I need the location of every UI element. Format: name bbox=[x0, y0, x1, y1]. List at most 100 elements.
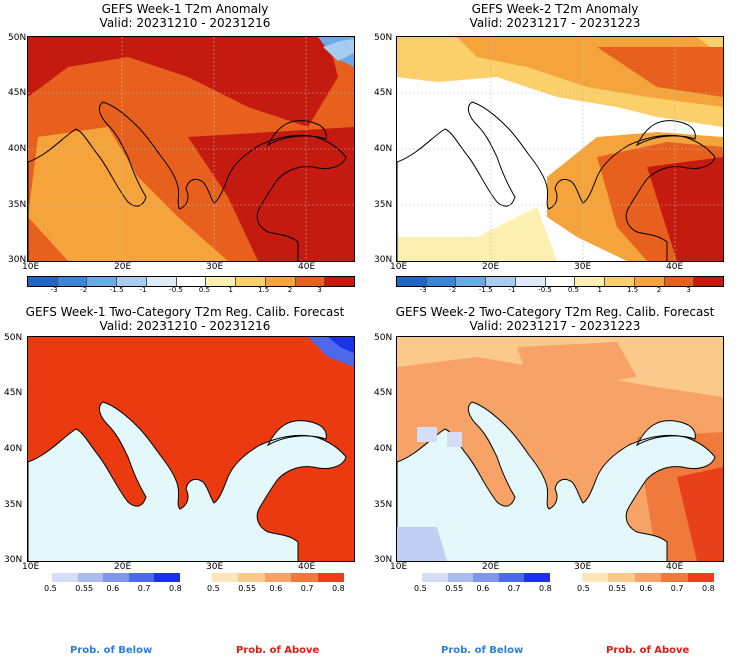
colorbar-tick: 3 bbox=[317, 286, 322, 294]
prob-tick: 0.55 bbox=[608, 584, 627, 593]
lon-label: 30E bbox=[574, 262, 592, 272]
colorbar-swatch bbox=[582, 573, 609, 582]
lat-label: 40N bbox=[374, 144, 393, 154]
panel-week1-anomaly: GEFS Week-1 T2m Anomaly Valid: 20231210 … bbox=[0, 0, 370, 300]
lon-label: 30E bbox=[206, 262, 224, 272]
prob-tick: 0.7 bbox=[507, 584, 521, 593]
colorbar-swatch bbox=[608, 573, 635, 582]
colorbar-tick: 1.5 bbox=[258, 286, 270, 294]
colorbar-swatch bbox=[426, 277, 457, 286]
colorbar-tick: -1 bbox=[508, 286, 516, 294]
prob-tick: 0.6 bbox=[106, 584, 120, 593]
colorbar-swatch bbox=[634, 573, 662, 582]
colorbar-tick: 1 bbox=[597, 286, 602, 294]
panel-week1-probability: GEFS Week-1 Two-Category T2m Reg. Calib.… bbox=[0, 300, 370, 600]
colorbar-swatch bbox=[473, 573, 499, 582]
prob-below-label: Prob. of Below bbox=[70, 645, 153, 656]
lon-label: 10E bbox=[22, 562, 40, 572]
colorbar-tick: -1 bbox=[139, 286, 147, 294]
colorbar-swatch bbox=[212, 573, 239, 582]
colorbar-swatch bbox=[325, 277, 355, 286]
lon-label: 10E bbox=[390, 262, 408, 272]
lat-label: 35N bbox=[4, 500, 23, 510]
colorbar-swatch bbox=[28, 277, 58, 286]
panel-title: GEFS Week-2 Two-Category T2m Reg. Calib.… bbox=[395, 305, 715, 319]
panel-week2-anomaly: GEFS Week-2 T2m Anomaly Valid: 20231217 … bbox=[370, 0, 740, 300]
colorbar-swatch bbox=[486, 277, 516, 286]
anomaly-colorbar bbox=[396, 276, 724, 287]
map-week1-probability bbox=[27, 336, 355, 562]
lat-label: 40N bbox=[8, 144, 27, 154]
colorbar-swatch bbox=[524, 573, 550, 582]
panel-title: GEFS Week-1 T2m Anomaly bbox=[101, 2, 269, 16]
colorbar-swatch bbox=[103, 573, 129, 582]
prob-above-label: Prob. of Above bbox=[236, 645, 320, 656]
colorbar-swatch bbox=[664, 277, 695, 286]
colorbar-swatch bbox=[422, 573, 448, 582]
prob-above-label: Prob. of Above bbox=[606, 645, 690, 656]
colorbar-swatch bbox=[146, 277, 177, 286]
colorbar-swatch bbox=[515, 277, 546, 286]
colorbar-swatch bbox=[77, 573, 104, 582]
colorbar-swatch bbox=[291, 573, 318, 582]
lat-label: 35N bbox=[374, 200, 393, 210]
lat-label: 45N bbox=[8, 88, 27, 98]
panel-week2-probability: GEFS Week-2 Two-Category T2m Reg. Calib.… bbox=[370, 300, 740, 600]
colorbar-swatch bbox=[661, 573, 688, 582]
lat-label: 30N bbox=[4, 555, 23, 565]
colorbar-swatch bbox=[295, 277, 326, 286]
lat-label: 35N bbox=[8, 200, 27, 210]
lat-label: 30N bbox=[8, 255, 27, 265]
prob-tick: 0.5 bbox=[577, 584, 590, 593]
colorbar-tick: 2 bbox=[656, 286, 662, 294]
colorbar-swatch bbox=[634, 277, 665, 286]
colorbar-tick: 0.5 bbox=[567, 286, 579, 294]
lon-label: 40E bbox=[298, 262, 316, 272]
colorbar-swatch bbox=[238, 573, 265, 582]
colorbar-tick: -0.5 bbox=[169, 286, 183, 294]
colorbar-swatch bbox=[52, 573, 78, 582]
prob-tick: 0.55 bbox=[75, 584, 94, 593]
panel-valid: Valid: 20231217 - 20231223 bbox=[469, 16, 641, 30]
colorbar-tick: -2 bbox=[80, 286, 88, 294]
colorbar-swatch bbox=[264, 573, 292, 582]
lon-label: 10E bbox=[22, 262, 40, 272]
lat-label: 30N bbox=[374, 255, 393, 265]
lat-label: 40N bbox=[4, 444, 23, 454]
probability-field bbox=[397, 337, 723, 561]
colorbar-swatch bbox=[447, 573, 474, 582]
panel-valid: Valid: 20231210 - 20231216 bbox=[99, 16, 271, 30]
colorbar-tick: 1.5 bbox=[627, 286, 639, 294]
anomaly-colorbar-ticks: -3 -2 -1.5 -1 -0.5 0.5 1 1.5 2 3 bbox=[396, 286, 722, 296]
lon-label: 20E bbox=[482, 562, 500, 572]
prob-tick: 0.8 bbox=[332, 584, 345, 593]
colorbar-swatch bbox=[206, 277, 237, 286]
colorbar-swatch bbox=[57, 277, 88, 286]
prob-tick: 0.6 bbox=[476, 584, 490, 593]
prob-tick: 0.8 bbox=[539, 584, 552, 593]
panel-valid: Valid: 20231217 - 20231223 bbox=[469, 319, 641, 333]
lon-label: 20E bbox=[114, 562, 132, 572]
lat-label: 45N bbox=[374, 88, 393, 98]
prob-tick: 0.7 bbox=[300, 584, 314, 593]
anomaly-colorbar-ticks: -3 -2 -1.5 -1 -0.5 0.5 1 1.5 2 3 bbox=[27, 286, 353, 296]
panel-title: GEFS Week-1 Two-Category T2m Reg. Calib.… bbox=[25, 305, 345, 319]
colorbar-swatch bbox=[317, 573, 345, 582]
prob-tick: 0.5 bbox=[44, 584, 57, 593]
colorbar-swatch bbox=[498, 573, 525, 582]
colorbar-swatch bbox=[545, 277, 576, 286]
colorbar-swatch bbox=[117, 277, 147, 286]
lat-label: 50N bbox=[4, 333, 23, 343]
colorbar-tick: -1.5 bbox=[109, 286, 124, 294]
lat-label: 30N bbox=[374, 555, 393, 565]
lon-label: 30E bbox=[574, 562, 592, 572]
prob-tick: 0.8 bbox=[169, 584, 182, 593]
lat-label: 50N bbox=[374, 33, 393, 43]
prob-below-ticks: 0.5 0.55 0.6 0.7 0.8 bbox=[414, 584, 559, 596]
colorbar-swatch bbox=[687, 573, 715, 582]
panel-title: GEFS Week-2 T2m Anomaly bbox=[471, 2, 639, 16]
colorbar-swatch bbox=[265, 277, 296, 286]
anomaly-field bbox=[397, 37, 723, 261]
prob-tick: 0.6 bbox=[269, 584, 283, 593]
colorbar-tick: -1.5 bbox=[478, 286, 493, 294]
